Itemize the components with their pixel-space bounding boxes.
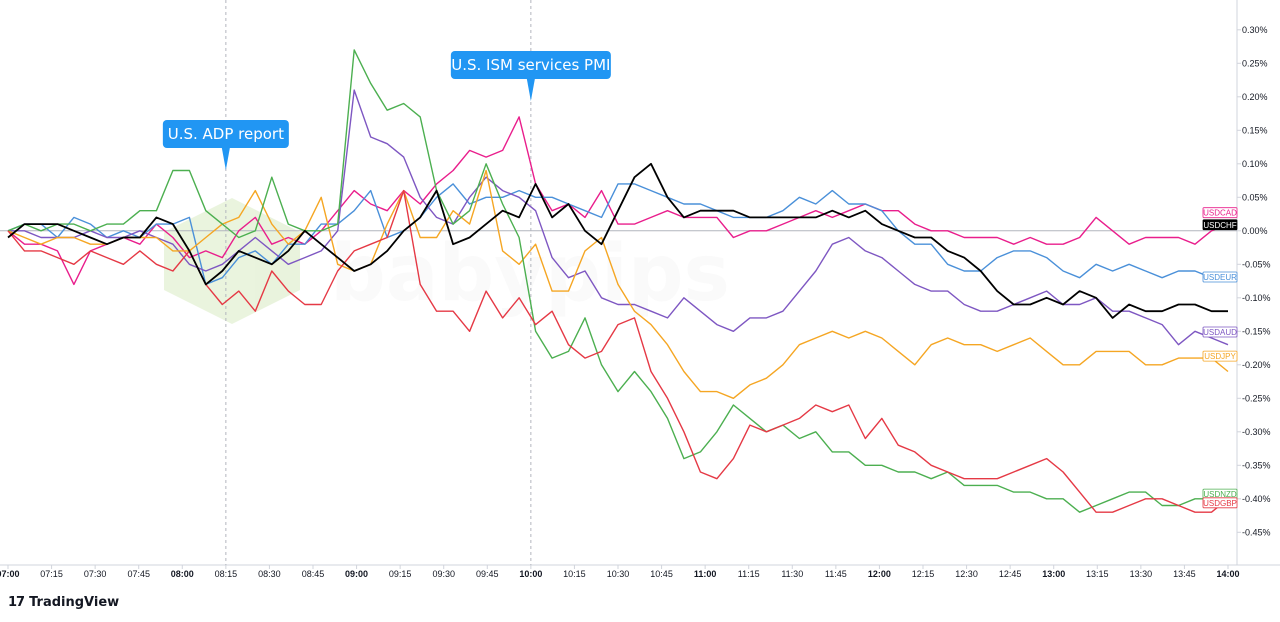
x-tick-label: 08:45 bbox=[302, 569, 325, 579]
event-lines bbox=[225, 0, 532, 565]
series-line-usdeur bbox=[7, 183, 1228, 286]
y-tick-label: 0.30% bbox=[1242, 25, 1268, 35]
tradingview-logo[interactable]: 17 TradingView bbox=[8, 595, 119, 610]
tradingview-brand-name: TradingView bbox=[29, 595, 120, 610]
y-tick-label: -0.15% bbox=[1242, 326, 1271, 336]
series-line-usdjpy bbox=[7, 169, 1229, 399]
y-axis[interactable]: 0.30% 0.25% 0.20% 0.15% 0.10% 0.05% 0.00% -0.05… bbox=[1237, 25, 1271, 538]
watermark-logo-icon bbox=[164, 198, 300, 324]
y-tick-label: -0.35% bbox=[1242, 460, 1271, 470]
x-tick-label: 14:00 bbox=[1216, 569, 1239, 579]
series-label-box-usdjpy bbox=[1202, 350, 1238, 362]
y-tick-label: -0.25% bbox=[1242, 393, 1271, 403]
series-label-usdjpy: USDJPY bbox=[1204, 352, 1236, 361]
event-callouts: U.S. ADP report U.S. ISM services PMI bbox=[162, 51, 611, 170]
series-label-usdaud: USDAUD bbox=[1203, 328, 1237, 337]
x-tick-label: 12:15 bbox=[912, 569, 935, 579]
x-tick-label: 07:45 bbox=[127, 569, 150, 579]
series-line-usdchf bbox=[7, 162, 1228, 319]
x-tick-label: 11:30 bbox=[781, 569, 803, 579]
series-line-usdaud bbox=[8, 89, 1229, 346]
series-line-usdcad bbox=[7, 116, 1229, 286]
series-label-usdgbp: USDGBP bbox=[1203, 499, 1237, 508]
y-tick-label: -0.05% bbox=[1242, 259, 1271, 269]
series-label-box-usdaud bbox=[1202, 326, 1238, 338]
x-tick-label: 11:00 bbox=[694, 569, 717, 579]
x-axis[interactable]: 07:00 07:15 07:30 07:45 08:00 08:15 08:30 08:45… bbox=[0, 565, 1240, 579]
x-tick-label: 09:00 bbox=[345, 569, 368, 579]
y-tick-label: 0.00% bbox=[1242, 226, 1268, 236]
watermark-text: babypips bbox=[330, 229, 730, 319]
x-tick-label: 11:45 bbox=[825, 569, 847, 579]
x-tick-label: 09:15 bbox=[389, 569, 412, 579]
series-label-usdchf: USDCHF bbox=[1203, 221, 1236, 230]
x-tick-label: 08:30 bbox=[258, 569, 281, 579]
event-callout-pointer-0 bbox=[221, 148, 230, 170]
y-tick-label: 0.20% bbox=[1242, 92, 1268, 102]
x-tick-label: 07:15 bbox=[40, 569, 63, 579]
y-tick-label: 0.25% bbox=[1242, 58, 1268, 68]
series-label-box-usdgbp bbox=[1202, 497, 1238, 509]
x-tick-label: 08:15 bbox=[215, 569, 238, 579]
x-tick-label: 13:30 bbox=[1130, 569, 1153, 579]
x-tick-label: 10:00 bbox=[519, 569, 542, 579]
x-tick-label: 10:45 bbox=[650, 569, 673, 579]
event-callout-box-0 bbox=[162, 120, 289, 148]
event-callout-box-1 bbox=[450, 51, 611, 79]
series-line-usdnzd bbox=[7, 49, 1229, 513]
tradingview-logo-icon: 17 bbox=[8, 595, 25, 610]
x-tick-label: 10:30 bbox=[607, 569, 630, 579]
x-tick-label: 12:45 bbox=[999, 569, 1022, 579]
y-tick-label: 0.10% bbox=[1242, 159, 1268, 169]
y-tick-label: -0.10% bbox=[1242, 293, 1271, 303]
event-callout-label-1: U.S. ISM services PMI bbox=[451, 56, 610, 74]
y-tick-label: -0.20% bbox=[1242, 360, 1271, 370]
watermark: babypips bbox=[164, 198, 730, 324]
x-tick-label: 07:00 bbox=[0, 569, 20, 579]
series-labels: USDCAD USDCHF USDEUR USDAUD USDJPY USDNZDUSDG… bbox=[1202, 207, 1238, 509]
y-tick-label: -0.30% bbox=[1242, 427, 1271, 437]
series-label-usdcad: USDCAD bbox=[1203, 209, 1237, 218]
event-callout-pointer-1 bbox=[526, 79, 535, 101]
x-tick-label: 10:15 bbox=[563, 569, 586, 579]
x-tick-label: 13:00 bbox=[1042, 569, 1065, 579]
x-tick-label: 13:15 bbox=[1086, 569, 1109, 579]
x-tick-label: 09:45 bbox=[476, 569, 499, 579]
x-tick-label: 13:45 bbox=[1173, 569, 1196, 579]
series-label-usdeur: USDEUR bbox=[1203, 273, 1237, 282]
y-tick-label: 0.05% bbox=[1242, 192, 1268, 202]
y-tick-label: 0.15% bbox=[1242, 125, 1268, 135]
x-tick-label: 08:00 bbox=[171, 569, 194, 579]
series-label-box-usdchf bbox=[1202, 219, 1238, 231]
series-lines bbox=[7, 49, 1229, 513]
series-line-usdgbp bbox=[7, 189, 1229, 513]
series-label-box-usdeur bbox=[1202, 271, 1238, 283]
x-tick-label: 12:30 bbox=[955, 569, 978, 579]
x-tick-label: 11:15 bbox=[738, 569, 760, 579]
x-tick-label: 12:00 bbox=[868, 569, 891, 579]
x-tick-label: 07:30 bbox=[84, 569, 107, 579]
x-tick-label: 09:30 bbox=[432, 569, 455, 579]
y-tick-label: -0.40% bbox=[1242, 494, 1271, 504]
series-label-usdnzd: USDNZD bbox=[1203, 490, 1237, 499]
series-label-box-usdcad bbox=[1202, 207, 1238, 219]
event-callout-label-0: U.S. ADP report bbox=[168, 125, 284, 143]
y-tick-label: -0.45% bbox=[1242, 527, 1271, 537]
